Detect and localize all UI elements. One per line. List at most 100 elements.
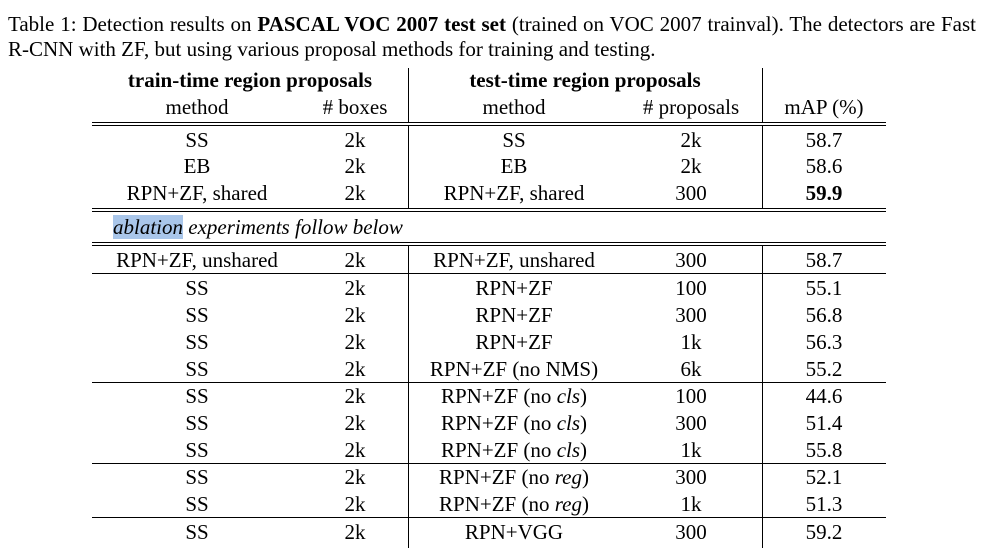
ablation-note: ablation experiments follow below: [113, 215, 403, 239]
cell-test-method-suffix: ): [581, 492, 589, 516]
cell-test-proposals: 300: [675, 465, 707, 489]
cell-train-method: EB: [183, 154, 211, 178]
caption-bold-text: PASCAL VOC 2007 test set: [257, 12, 506, 36]
rule-header-top: [92, 122, 886, 123]
cell-train-method: SS: [185, 357, 209, 381]
cell-train-boxes: 2k: [344, 128, 366, 152]
rule-main-bottom: [92, 211, 886, 212]
rule-group-2: [92, 382, 886, 383]
cell-test-proposals: 6k: [680, 357, 702, 381]
cell-test-method: RPN+ZF: [475, 330, 553, 354]
cell-test-method-suffix: ): [581, 465, 589, 489]
cell-train-method: SS: [185, 303, 209, 327]
caption-text-before: Detection results on: [76, 12, 258, 36]
vline-mid-ablation: [408, 246, 409, 548]
cell-train-boxes: 2k: [344, 465, 366, 489]
cell-test-method-prefix: RPN+ZF (no: [439, 492, 555, 516]
cell-test-proposals: 100: [675, 384, 707, 408]
cell-train-boxes: 2k: [344, 181, 366, 205]
vline-right-ablation: [762, 246, 763, 548]
cell-train-method: SS: [185, 465, 209, 489]
cell-test-method-suffix: ): [580, 384, 588, 408]
cell-train-method: RPN+ZF, unshared: [116, 248, 278, 272]
rule-ablation-top: [92, 242, 886, 243]
cell-test-method-italic: cls: [556, 438, 581, 462]
cell-test-method: RPN+ZF, unshared: [433, 248, 595, 272]
rule-header-bottom: [92, 125, 886, 126]
cell-test-method-suffix: ): [580, 438, 588, 462]
caption-label: Table 1:: [8, 12, 77, 36]
cell-map: 59.2: [805, 520, 843, 544]
cell-train-boxes: 2k: [344, 276, 366, 300]
cell-train-boxes: 2k: [344, 411, 366, 435]
cell-test-proposals: 300: [675, 520, 707, 544]
rule-ablation-bottom: [92, 245, 886, 246]
cell-map: 51.3: [805, 492, 843, 516]
header-test-proposals: # proposals: [642, 95, 740, 119]
cell-train-method: SS: [185, 438, 209, 462]
caption-text-after: (trained on VOC 2007 trainval). The dete…: [8, 12, 977, 61]
cell-test-proposals: 300: [675, 303, 707, 327]
header-train-method: method: [165, 95, 229, 119]
cell-test-method: RPN+ZF (no reg): [408, 465, 620, 489]
cell-test-method: RPN+ZF: [475, 303, 553, 327]
cell-test-method: RPN+ZF (no cls): [408, 438, 620, 462]
cell-train-method: SS: [185, 411, 209, 435]
cell-train-boxes: 2k: [344, 384, 366, 408]
cell-train-boxes: 2k: [344, 357, 366, 381]
cell-train-boxes: 2k: [344, 520, 366, 544]
vline-mid-main: [408, 126, 409, 208]
cell-test-method: RPN+VGG: [464, 520, 564, 544]
cell-train-boxes: 2k: [344, 492, 366, 516]
cell-train-method: RPN+ZF, shared: [126, 181, 268, 205]
table-caption: Table 1: Detection results on PASCAL VOC…: [8, 12, 976, 62]
cell-test-method: RPN+ZF (no cls): [408, 411, 620, 435]
header-map: mAP (%): [784, 95, 864, 119]
cell-train-boxes: 2k: [344, 248, 366, 272]
rule-group-1: [92, 273, 886, 274]
rule-group-4: [92, 517, 886, 518]
cell-test-proposals: 1k: [680, 330, 702, 354]
cell-map: 51.4: [805, 411, 843, 435]
cell-test-method: SS: [502, 128, 526, 152]
header-group-test: test-time region proposals: [469, 68, 701, 92]
cell-test-proposals: 300: [675, 411, 707, 435]
cell-test-method-prefix: RPN+ZF (no: [439, 465, 555, 489]
rule-group-3: [92, 463, 886, 464]
cell-map: 44.6: [805, 384, 843, 408]
cell-train-boxes: 2k: [344, 330, 366, 354]
cell-map: 58.6: [805, 154, 843, 178]
cell-test-proposals: 1k: [680, 492, 702, 516]
vline-right-main: [762, 126, 763, 208]
cell-test-method-italic: reg: [554, 492, 582, 516]
cell-test-proposals: 1k: [680, 438, 702, 462]
ablation-highlight: ablation: [113, 215, 184, 239]
cell-test-method: RPN+ZF (no reg): [408, 492, 620, 516]
cell-train-method: SS: [185, 384, 209, 408]
header-train-boxes: # boxes: [322, 95, 388, 119]
cell-test-proposals: 300: [675, 248, 707, 272]
cell-train-method: SS: [185, 276, 209, 300]
header-test-method: method: [482, 95, 546, 119]
cell-map: 52.1: [805, 465, 843, 489]
cell-map: 55.8: [805, 438, 843, 462]
cell-test-method: EB: [500, 154, 528, 178]
cell-train-method: SS: [185, 520, 209, 544]
cell-test-method-suffix: ): [580, 411, 588, 435]
cell-train-method: SS: [185, 128, 209, 152]
cell-train-boxes: 2k: [344, 438, 366, 462]
cell-map: 56.8: [805, 303, 843, 327]
cell-test-method: RPN+ZF: [475, 276, 553, 300]
cell-test-proposals: 100: [675, 276, 707, 300]
cell-map: 59.9: [805, 181, 843, 205]
rule-main-top: [92, 208, 886, 209]
cell-test-method: RPN+ZF (no cls): [408, 384, 620, 408]
cell-test-method-italic: cls: [556, 411, 581, 435]
cell-test-proposals: 300: [675, 181, 707, 205]
cell-map: 56.3: [805, 330, 843, 354]
cell-train-boxes: 2k: [344, 303, 366, 327]
cell-test-method: RPN+ZF, shared: [443, 181, 585, 205]
cell-test-proposals: 2k: [680, 154, 702, 178]
cell-map: 55.2: [805, 357, 843, 381]
cell-train-boxes: 2k: [344, 154, 366, 178]
